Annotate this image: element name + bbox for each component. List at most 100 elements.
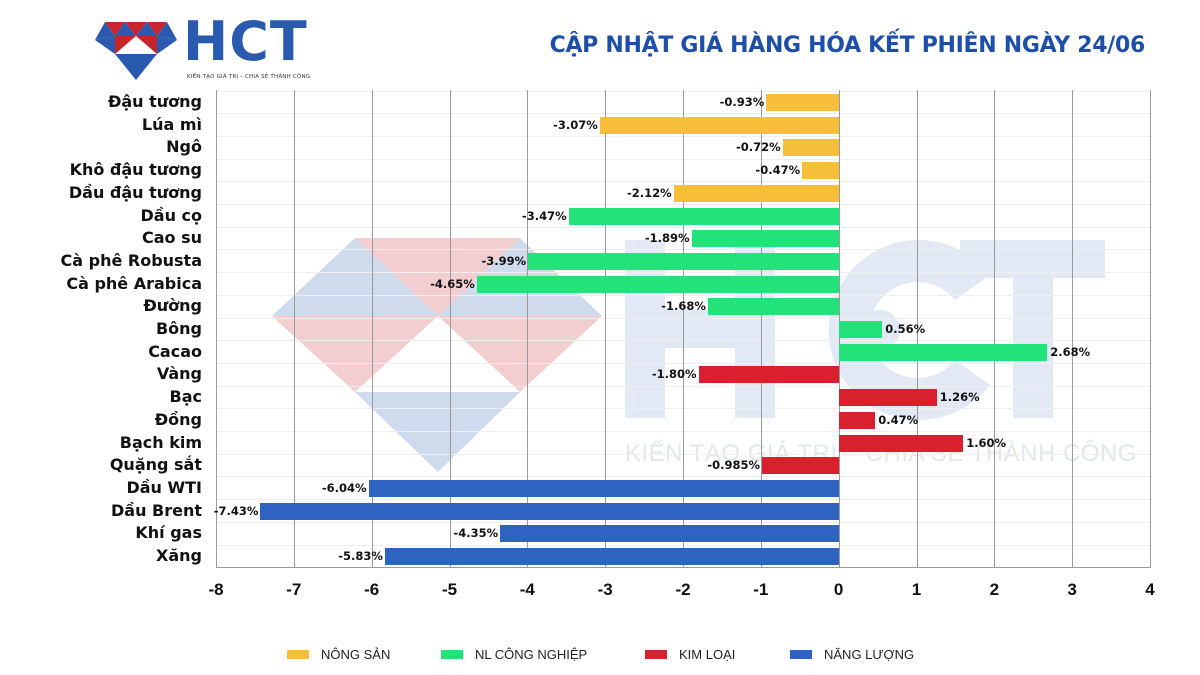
legend-item: NL CÔNG NGHIỆP (441, 647, 587, 662)
legend-item: KIM LOẠI (645, 647, 735, 662)
value-label: -3.99% (481, 253, 527, 268)
category-label: Đường (143, 296, 202, 316)
value-label: 0.56% (885, 322, 926, 336)
bar (260, 502, 839, 520)
value-label: 0.47% (878, 412, 919, 427)
bar (384, 548, 839, 565)
x-tick-label: 1 (911, 580, 922, 599)
vertical-gridline (605, 90, 606, 568)
legend-swatch-icon (441, 650, 463, 659)
category-label: Bông (155, 319, 202, 338)
legend-label: NÔNG SẢN (321, 647, 391, 662)
x-tick-label: 0 (833, 580, 844, 599)
hct-logo: HCT KIẾN TẠO GIÁ TRỊ – CHIA SẺ THÀNH CÔN… (95, 12, 325, 84)
bar (766, 94, 839, 111)
legend-item: NĂNG LƯỢNG (790, 647, 914, 662)
vertical-gridline (450, 90, 451, 568)
bar (500, 525, 839, 543)
x-tick-label: -7 (286, 580, 302, 599)
category-label: Dầu cọ (140, 205, 202, 225)
vertical-gridline (527, 90, 528, 568)
bar (673, 184, 839, 202)
value-label: -5.83% (338, 549, 383, 563)
category-label: Lúa mì (141, 114, 202, 134)
value-label: -0.47% (755, 163, 801, 178)
x-axis-line (216, 567, 1150, 568)
legend-swatch-icon (645, 650, 667, 659)
x-tick-label: -1 (753, 580, 769, 599)
value-label: -2.12% (627, 185, 672, 200)
vertical-gridline (761, 90, 762, 568)
vertical-gridline (994, 90, 995, 568)
legend-swatch-icon (287, 650, 309, 659)
value-label: -0.93% (719, 95, 765, 109)
logo-tagline: KIẾN TẠO GIÁ TRỊ – CHIA SẺ THÀNH CÔNG (187, 74, 311, 80)
bar (838, 321, 883, 338)
legend-swatch-icon (790, 650, 812, 659)
value-label: -4.35% (453, 526, 499, 541)
category-label: Cà phê Arabica (66, 273, 202, 293)
category-label: Vàng (156, 364, 202, 384)
page-title: CẬP NHẬT GIÁ HÀNG HÓA KẾT PHIÊN NGÀY 24/… (549, 33, 1146, 58)
value-label: -1.80% (651, 367, 697, 382)
x-tick-label: 2 (989, 580, 1000, 599)
vertical-gridline (683, 90, 684, 568)
category-label: Cacao (148, 341, 202, 361)
category-label: Cao su (141, 228, 202, 248)
legend-label: NĂNG LƯỢNG (824, 647, 915, 662)
bar (368, 479, 839, 497)
category-label: Khô đậu tương (69, 160, 202, 180)
x-tick-label: -6 (364, 580, 380, 599)
value-label: -3.47% (521, 208, 567, 223)
bar (838, 389, 937, 407)
bar (476, 275, 839, 293)
x-tick-label: -3 (597, 580, 613, 599)
category-label: Khí gas (135, 523, 202, 543)
value-label: -3.07% (553, 117, 598, 132)
category-label: Bạch kim (119, 432, 202, 452)
category-label: Dầu Brent (110, 500, 202, 520)
bar (691, 230, 839, 248)
value-label: 2.68% (1050, 344, 1091, 359)
value-label: -7.43% (213, 503, 259, 518)
bar (707, 298, 839, 316)
bar (698, 366, 839, 384)
category-label: Dầu WTI (126, 477, 202, 497)
category-label: Xăng (156, 546, 202, 565)
x-tick-label: -2 (675, 580, 691, 599)
vertical-gridline (1072, 90, 1073, 568)
category-label: Đậu tương (107, 92, 202, 111)
x-tick-label: -4 (519, 580, 535, 599)
vertical-gridline (372, 90, 373, 568)
bar (838, 434, 964, 452)
x-tick-label: 3 (1067, 580, 1077, 599)
value-label: 1.26% (939, 390, 980, 405)
vertical-gridline (216, 90, 217, 568)
value-label: -0.72% (735, 140, 781, 155)
category-label: Bạc (169, 387, 202, 407)
logo-text: HCT (183, 10, 308, 73)
value-label: -1.68% (661, 299, 706, 314)
value-label: -4.65% (430, 276, 475, 291)
value-label: 1.60% (966, 435, 1007, 450)
category-label: Dầu đậu tương (68, 182, 202, 202)
bar (782, 139, 839, 157)
value-label: -0.985% (707, 458, 761, 473)
bar (568, 207, 839, 225)
x-tick-label: 4 (1145, 580, 1155, 599)
bar (528, 252, 839, 270)
value-label: -1.89% (644, 231, 690, 246)
vertical-gridline (294, 90, 295, 568)
legend-label: NL CÔNG NGHIỆP (475, 647, 588, 662)
category-label: Đồng (154, 409, 202, 429)
category-label: Ngô (166, 137, 202, 157)
bar (838, 343, 1048, 361)
diamond-logo-icon (95, 22, 177, 80)
x-tick-label: -5 (441, 580, 458, 599)
chart-legend: NÔNG SẢN NL CÔNG NGHIỆP KIM LOẠI NĂNG LƯỢNG (0, 647, 1200, 667)
bar (599, 116, 839, 134)
vertical-gridline (1150, 90, 1151, 568)
vertical-gridline (917, 90, 918, 568)
category-label: Cà phê Robusta (60, 250, 203, 270)
legend-item: NÔNG SẢN (287, 647, 390, 662)
